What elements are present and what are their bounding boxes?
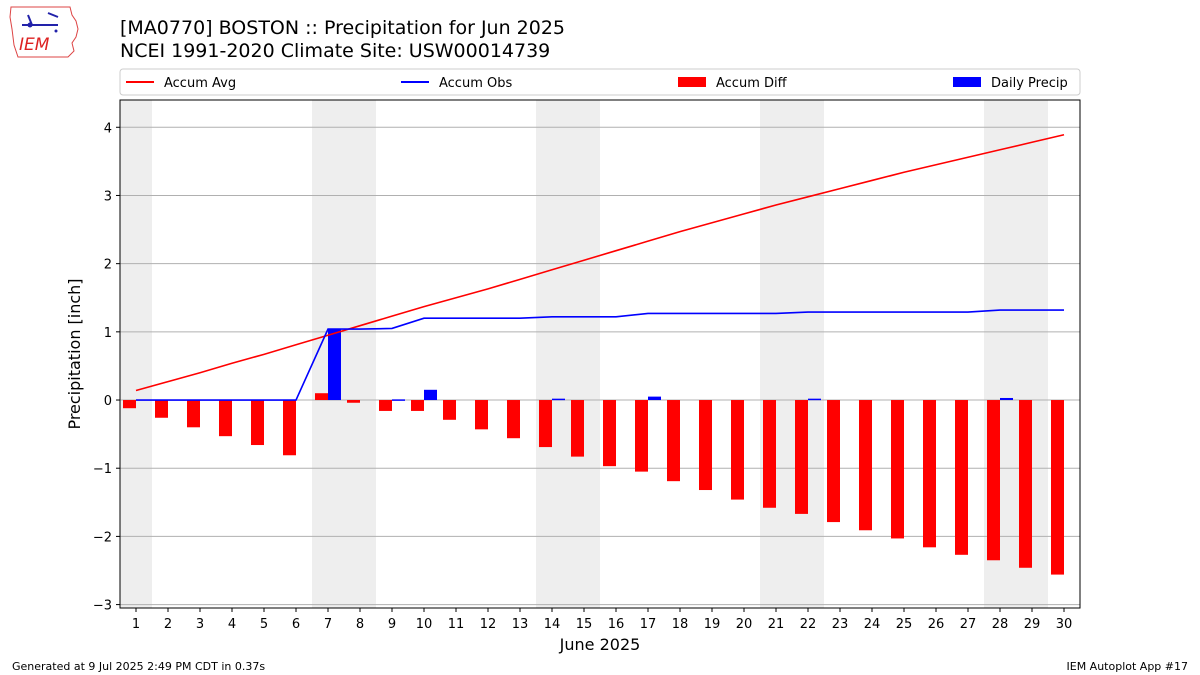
x-tick-label: 4 (228, 617, 236, 632)
accum-obs-line (136, 309, 1064, 401)
x-tick-label: 30 (1056, 617, 1073, 632)
accum-avg-line (135, 133, 1065, 392)
accum-diff-bar (443, 400, 456, 420)
x-tick-label: 27 (960, 617, 977, 632)
daily-precip-bar (648, 396, 661, 401)
chart-subtitle: NCEI 1991-2020 Climate Site: USW00014739 (120, 40, 551, 62)
accum-diff-bar (411, 400, 424, 411)
daily-precip-bar (424, 389, 437, 401)
x-tick-label: 17 (640, 617, 657, 632)
accum-diff-bar (891, 400, 904, 539)
x-tick-label: 9 (388, 617, 396, 632)
x-tick-label: 5 (260, 617, 268, 632)
legend-accum-diff-swatch (678, 77, 706, 87)
iem-logo: IEM (9, 6, 79, 58)
accum-diff-bar (251, 400, 264, 446)
accum-diff-bar (347, 400, 360, 403)
accum-diff-bar (315, 393, 328, 401)
x-tick-label: 21 (768, 617, 785, 632)
weekend-band (120, 100, 152, 608)
accum-diff-bar (603, 400, 616, 467)
x-tick-label: 26 (928, 617, 945, 632)
accum-diff-bar (187, 400, 200, 428)
legend-box (119, 68, 1081, 96)
y-tick-label: 3 (104, 189, 112, 204)
accum-diff-bar (763, 400, 776, 508)
accum-diff-bar (955, 400, 968, 555)
accum-diff-bar (155, 400, 168, 418)
accum-diff-bar (699, 400, 712, 491)
app-footer: IEM Autoplot App #17 (1066, 660, 1189, 673)
accum-diff-bar (667, 400, 680, 482)
chart-title: [MA0770] BOSTON :: Precipitation for Jun… (120, 17, 566, 39)
y-axis-label: Precipitation [inch] (65, 278, 84, 429)
weekend-band (760, 100, 824, 608)
generated-footer: Generated at 9 Jul 2025 2:49 PM CDT in 0… (12, 660, 266, 673)
daily-precip-bar (392, 399, 405, 401)
x-tick-label: 25 (896, 617, 913, 632)
accum-diff-bar (571, 400, 584, 457)
x-tick-label: 8 (356, 617, 364, 632)
weekend-band (312, 100, 376, 608)
x-tick-label: 10 (416, 617, 433, 632)
legend-accum-diff-label: Accum Diff (716, 76, 788, 91)
x-tick-label: 15 (576, 617, 593, 632)
x-tick-label: 7 (324, 617, 332, 632)
accum-diff-bar (1019, 400, 1032, 568)
accum-diff-bar (219, 400, 232, 437)
x-axis-label: June 2025 (559, 635, 641, 654)
plot-frame (119, 99, 1081, 609)
legend-accum-avg-label: Accum Avg (164, 76, 236, 91)
accum-diff-bar (507, 400, 520, 439)
daily-precip-bar (808, 398, 821, 401)
legend-accum-obs-label: Accum Obs (439, 76, 512, 91)
x-tick-label: 3 (196, 617, 204, 632)
accum-diff-bar (987, 400, 1000, 561)
legend-daily-precip-swatch (953, 77, 981, 87)
x-tick-label: 18 (672, 617, 689, 632)
x-tick-label: 23 (832, 617, 849, 632)
accum-diff-bar (475, 400, 488, 430)
logo-text: IEM (19, 35, 50, 55)
accum-diff-bar (923, 400, 936, 548)
x-tick-label: 29 (1024, 617, 1041, 632)
accum-diff-bar (859, 400, 872, 531)
x-tick-label: 13 (512, 617, 529, 632)
x-tick-label: 14 (544, 617, 561, 632)
x-tick-label: 2 (164, 617, 172, 632)
x-tick-label: 6 (292, 617, 300, 632)
x-tick-label: 12 (480, 617, 497, 632)
y-tick-label: 4 (104, 121, 112, 136)
accum-diff-bar (635, 400, 648, 472)
x-tick-label: 20 (736, 617, 753, 632)
accum-diff-bar (379, 400, 392, 411)
x-tick-label: 19 (704, 617, 721, 632)
y-tick-label: −3 (93, 599, 112, 614)
y-tick-label: 0 (104, 394, 112, 409)
accum-diff-bar (539, 400, 552, 448)
y-tick-label: −1 (93, 462, 112, 477)
x-tick-label: 11 (448, 617, 465, 632)
x-tick-label: 24 (864, 617, 881, 632)
x-tick-label: 1 (132, 617, 140, 632)
accum-diff-bar (731, 400, 744, 500)
x-tick-label: 16 (608, 617, 625, 632)
legend-daily-precip-label: Daily Precip (991, 76, 1068, 91)
accum-diff-bar (1051, 400, 1064, 575)
daily-precip-bar (552, 398, 565, 401)
y-tick-label: −2 (93, 530, 112, 545)
accum-diff-bar (123, 400, 136, 409)
x-tick-label: 28 (992, 617, 1009, 632)
accum-diff-bar (827, 400, 840, 523)
y-tick-label: 2 (104, 258, 112, 273)
weekend-band (536, 100, 600, 608)
y-tick-label: 1 (104, 326, 112, 341)
x-tick-label: 22 (800, 617, 817, 632)
daily-precip-bar (328, 329, 341, 401)
accum-diff-bar (795, 400, 808, 514)
daily-precip-bar (1000, 397, 1013, 401)
accum-diff-bar (283, 400, 296, 456)
